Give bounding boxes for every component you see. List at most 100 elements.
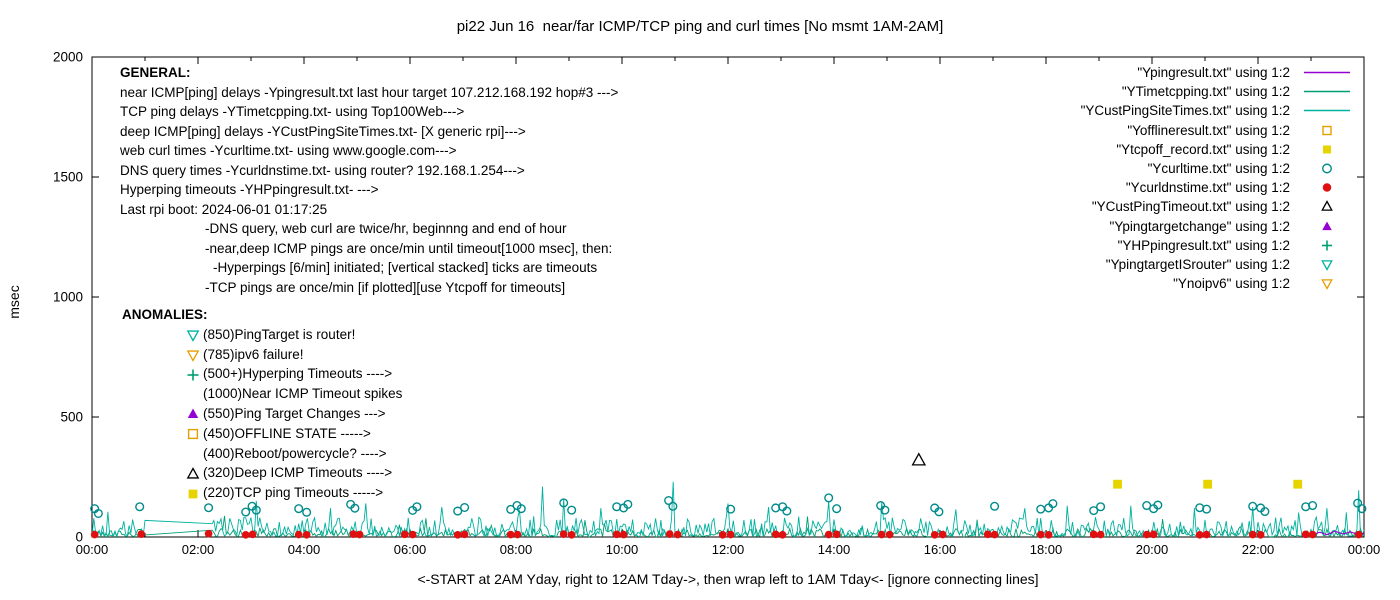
- triangle-down-open-icon: [1321, 279, 1333, 291]
- legend-label: "Yofflineresult.txt" using 1:2: [1127, 122, 1290, 138]
- circle-filled-icon: [1089, 530, 1098, 539]
- circle-open-icon: [1153, 500, 1163, 510]
- legend-label: "Ycurltime.txt" using 1:2: [1147, 161, 1290, 177]
- circle-filled-icon: [983, 530, 992, 539]
- circle-open-icon: [880, 505, 890, 515]
- plus-icon: [186, 367, 203, 382]
- legend-entry: "Ytcpoff_record.txt" using 1:2: [1081, 140, 1356, 159]
- circle-open-icon: [824, 493, 834, 503]
- circle-filled-icon: [355, 530, 364, 539]
- circle-open-icon: [1089, 506, 1099, 516]
- line-swatch-icon: [1298, 65, 1356, 80]
- circle-filled-icon: [294, 530, 303, 539]
- circle-filled-icon: [938, 530, 947, 539]
- square-filled-icon: [1293, 479, 1303, 489]
- circle-filled-icon: [930, 531, 939, 539]
- square-filled-icon: [1113, 479, 1122, 489]
- series-Ytcpoff_record.txt: [1113, 479, 1303, 489]
- series-Ycurldnstime.txt: [90, 529, 1363, 539]
- circle-open-icon: [668, 501, 678, 511]
- circle-open-icon: [1096, 502, 1106, 512]
- circle-open-icon: [412, 502, 422, 512]
- x-tick-label: 16:00: [924, 542, 957, 557]
- anomaly-item: (500+)Hyperping Timeouts ---->: [186, 364, 402, 384]
- circle-filled-icon: [885, 530, 894, 539]
- x-tick-label: 20:00: [1136, 542, 1169, 557]
- circle-open-icon: [1357, 504, 1367, 514]
- circle-open-icon: [623, 499, 633, 509]
- circle-open-icon: [876, 501, 886, 511]
- circle-filled-icon: [400, 530, 409, 539]
- series-Ycurltime.txt: [90, 493, 1367, 519]
- circle-open-icon: [1260, 507, 1270, 517]
- triangle-up-open-icon: [1298, 199, 1356, 214]
- x-tick-label: 02:00: [182, 542, 215, 557]
- circle-filled-icon: [665, 530, 674, 538]
- chart-title: pi22 Jun 16 near/far ICMP/TCP ping and c…: [456, 18, 944, 35]
- triangle-up-open-icon: [1321, 200, 1333, 212]
- line-swatch-icon: [1298, 103, 1356, 118]
- general-line: Last rpi boot: 2024-06-01 01:17:25: [120, 201, 328, 217]
- circle-open-icon: [453, 506, 463, 516]
- circle-filled-icon: [137, 530, 146, 538]
- general-line: -TCP pings are once/min [if plotted][use…: [205, 279, 566, 295]
- legend-label: "YpingtargetISrouter" using 1:2: [1105, 256, 1290, 272]
- triangle-down-open-icon: [1321, 260, 1333, 271]
- legend-entry: "Ycurltime.txt" using 1:2: [1081, 159, 1356, 178]
- general-line: TCP ping delays -YTimetcpping.txt- using…: [120, 104, 465, 119]
- legend-label: "Ycurldnstime.txt" using 1:2: [1125, 180, 1290, 196]
- square-filled-icon: [1298, 142, 1356, 157]
- circle-open-icon: [664, 495, 674, 506]
- circle-filled-icon: [559, 530, 568, 538]
- circle-open-icon: [1202, 504, 1212, 514]
- general-line: web curl times -Ycurltime.txt- using www…: [120, 143, 457, 158]
- circle-open-icon: [1036, 504, 1046, 514]
- circle-filled-icon: [302, 531, 311, 539]
- legend-label: "YCustPingTimeout.txt" using 1:2: [1091, 199, 1290, 215]
- circle-open-icon: [1044, 503, 1054, 513]
- circle-open-icon: [934, 507, 944, 517]
- legend-label: "Ypingresult.txt" using 1:2: [1137, 65, 1290, 81]
- anomaly-text: (400)Reboot/powercycle? ---->: [203, 445, 387, 461]
- y-tick-label: 1500: [53, 170, 83, 185]
- general-notes: GENERAL: near ICMP[ping] delays -Ypingre…: [120, 63, 618, 297]
- circle-filled-icon: [506, 530, 515, 539]
- triangle-up-filled-icon: [1322, 221, 1332, 230]
- triangle-up-filled-icon: [1298, 219, 1356, 234]
- general-line: deep ICMP[ping] delays -YCustPingSiteTim…: [120, 123, 526, 139]
- circle-filled-icon: [1149, 530, 1158, 539]
- circle-filled-icon: [990, 530, 999, 539]
- circle-open-icon: [460, 502, 470, 513]
- triangle-up-open-icon: [911, 452, 927, 466]
- legend-entry: "Ypingresult.txt" using 1:2: [1081, 63, 1356, 82]
- circle-filled-icon: [1036, 530, 1045, 539]
- legend-entry: "YCustPingTimeout.txt" using 1:2: [1081, 197, 1356, 216]
- circle-filled-icon: [349, 530, 358, 538]
- legend-label: "YCustPingSiteTimes.txt" using 1:2: [1080, 103, 1290, 119]
- general-line: -DNS query, web curl are twice/hr, begin…: [205, 221, 567, 236]
- square-filled-icon: [186, 486, 203, 501]
- anomaly-text: (850)PingTarget is router!: [203, 326, 356, 342]
- circle-filled-icon: [1248, 530, 1257, 539]
- circle-filled-icon: [1308, 530, 1317, 539]
- circle-open-icon: [559, 498, 569, 508]
- circle-filled-icon: [460, 530, 469, 539]
- legend-entry: "Yofflineresult.txt" using 1:2: [1081, 121, 1356, 140]
- circle-filled-icon: [877, 530, 886, 539]
- line-swatch-icon: [1298, 84, 1356, 99]
- circle-open-icon: [782, 506, 792, 516]
- anomaly-item: (850)PingTarget is router!: [186, 325, 402, 345]
- legend-entry: "YCustPingSiteTimes.txt" using 1:2: [1081, 101, 1356, 120]
- circle-filled-icon: [204, 529, 213, 538]
- x-tick-label: 22:00: [1242, 542, 1275, 557]
- x-tick-label: 04:00: [288, 542, 321, 557]
- general-line: -near,deep ICMP pings are once/min until…: [205, 240, 613, 256]
- circle-filled-icon: [832, 530, 841, 539]
- legend-label: "YTimetcpping.txt" using 1:2: [1121, 84, 1290, 100]
- square-filled-icon: [188, 489, 198, 498]
- circle-filled-icon: [1096, 530, 1105, 539]
- circle-filled-icon: [619, 530, 628, 539]
- circle-open-icon: [516, 504, 526, 514]
- circle-open-icon: [726, 504, 736, 514]
